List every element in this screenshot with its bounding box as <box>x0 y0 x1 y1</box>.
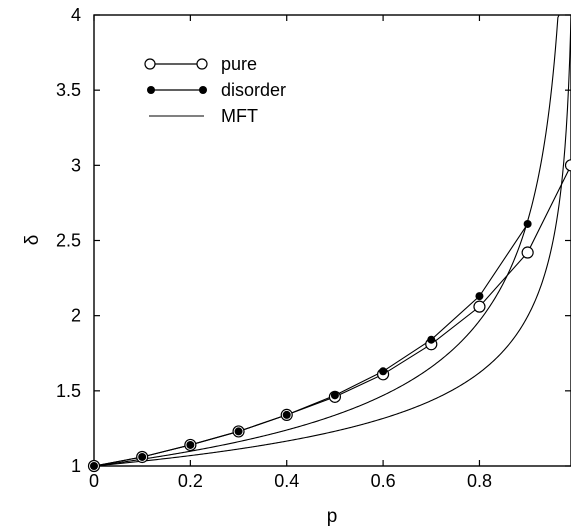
x-tick-label: 0.2 <box>178 471 203 491</box>
point-disorder <box>475 292 484 301</box>
point-disorder <box>282 410 291 419</box>
y-tick-label: 3 <box>71 155 81 175</box>
legend: pure disorder MFT <box>144 54 286 126</box>
legend-marker-pure-right <box>196 58 208 70</box>
point-pure <box>564 159 571 172</box>
point-disorder <box>523 219 532 228</box>
point-disorder <box>90 462 98 470</box>
point-pure <box>521 246 534 259</box>
legend-label-disorder: disorder <box>221 80 286 100</box>
x-tick-label: 0.6 <box>371 471 396 491</box>
series-line-disorder-fit <box>93 14 571 467</box>
x-axis-ticks: 0 0.2 0.4 0.6 0.8 <box>89 15 492 491</box>
x-tick-label: 0 <box>89 471 99 491</box>
y-axis-ticks: 1 1.5 2 2.5 3 3.5 4 <box>56 5 571 476</box>
point-disorder <box>379 367 388 376</box>
plot-area <box>87 14 571 473</box>
y-tick-label: 1 <box>71 456 81 476</box>
y-tick-label: 4 <box>71 5 81 25</box>
legend-label-pure: pure <box>221 54 257 74</box>
legend-marker-pure-left <box>144 58 156 70</box>
point-disorder <box>427 335 436 344</box>
y-axis-label: δ <box>22 235 43 246</box>
legend-label-mft: MFT <box>221 106 258 126</box>
y-tick-label: 1.5 <box>56 381 81 401</box>
legend-marker-disorder-left <box>147 86 155 94</box>
point-disorder <box>330 391 339 400</box>
y-tick-label: 3.5 <box>56 80 81 100</box>
point-disorder <box>186 440 195 449</box>
y-tick-label: 2 <box>71 306 81 326</box>
x-tick-label: 0.8 <box>467 471 492 491</box>
series-line-pure <box>93 165 571 467</box>
series-line-disorder <box>93 223 529 467</box>
y-tick-label: 2.5 <box>56 231 81 251</box>
legend-marker-disorder-right <box>199 86 207 94</box>
series-line-mft <box>93 17 571 467</box>
point-pure <box>473 300 486 313</box>
x-axis-label: p <box>327 506 338 527</box>
x-tick-label: 0.4 <box>274 471 299 491</box>
point-disorder <box>138 452 147 461</box>
point-disorder <box>234 427 243 436</box>
